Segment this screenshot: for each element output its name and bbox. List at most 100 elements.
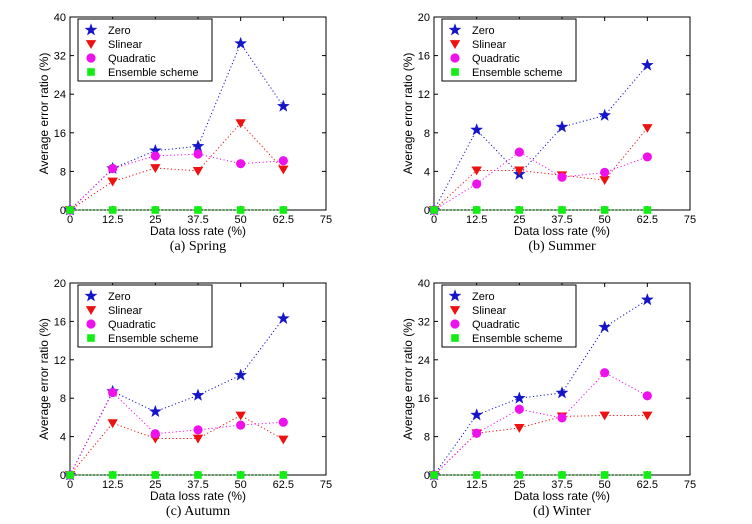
point-ensemble: [151, 471, 160, 479]
series-line-quadratic: [69, 391, 284, 476]
x-tick-label: 25: [513, 214, 525, 226]
point-slinear: [642, 124, 653, 133]
point-zero: [234, 36, 248, 50]
x-tick-label: 75: [684, 214, 696, 226]
y-tick-label: 16: [54, 128, 66, 140]
point-ensemble: [66, 471, 74, 479]
x-tick-label: 0: [431, 214, 437, 226]
point-quadratic: [557, 172, 567, 182]
legend-marker-ensemble: [87, 334, 95, 342]
legend-box: [77, 18, 213, 82]
point-ensemble: [643, 471, 652, 479]
legend-label-ensemble: Ensemble scheme: [472, 67, 563, 79]
legend-marker-slinear: [85, 40, 97, 49]
legend-label-slinear: Slinear: [472, 39, 507, 51]
point-ensemble: [108, 471, 117, 479]
point-quadratic: [600, 167, 610, 177]
y-tick-label: 0: [424, 470, 430, 482]
point-ensemble: [558, 471, 566, 479]
x-tick-label: 37.5: [551, 479, 572, 491]
chart-panel-1: 0 12.5 25 37.5 50 62.5 75 0 8 16 24 32 40 Data loss r…: [37, 12, 332, 254]
point-slinear: [235, 119, 246, 129]
legend-label-zero: Zero: [472, 25, 495, 37]
point-quadratic: [108, 163, 118, 174]
series-line-slinear: [433, 414, 648, 476]
point-quadratic: [108, 387, 118, 398]
x-axis-label: Data loss rate (%): [150, 224, 246, 238]
point-slinear: [235, 411, 246, 421]
point-zero: [640, 58, 654, 71]
x-tick-label: 12.5: [102, 214, 123, 226]
series-line-quadratic: [433, 151, 648, 211]
point-quadratic: [514, 404, 524, 414]
legend-marker-zero: [84, 23, 98, 36]
y-tick-label: 0: [424, 205, 430, 217]
y-axis-label: Average error ratio (%): [37, 318, 51, 440]
point-ensemble: [108, 206, 117, 214]
x-tick-label: 25: [513, 479, 525, 491]
series-line-slinear: [69, 122, 284, 211]
point-ensemble: [472, 471, 481, 479]
y-axis-label: Average error ratio (%): [37, 53, 51, 175]
legend-label-zero: Zero: [108, 25, 131, 37]
legend-marker-ensemble: [451, 334, 459, 342]
x-tick-label: 0: [67, 214, 73, 226]
legend-marker-slinear: [449, 306, 461, 315]
legend-marker-quadratic: [86, 319, 96, 329]
series-line-quadratic: [433, 372, 648, 476]
x-axis-label: Data loss rate (%): [514, 224, 610, 238]
x-tick-label: 12.5: [102, 479, 123, 491]
point-quadratic: [600, 368, 610, 378]
x-tick-label: 75: [320, 214, 332, 226]
x-tick-label: 50: [235, 479, 247, 491]
legend-marker-quadratic: [450, 53, 460, 63]
legend-label-ensemble: Ensemble scheme: [108, 67, 199, 79]
point-ensemble: [66, 206, 74, 214]
point-zero: [234, 368, 248, 381]
x-axis-label: Data loss rate (%): [150, 489, 246, 503]
y-tick-label: 16: [418, 393, 430, 405]
x-tick-label: 0: [431, 479, 437, 491]
series-line-zero: [69, 318, 284, 476]
legend-marker-quadratic: [86, 53, 96, 63]
point-ensemble: [279, 471, 288, 479]
point-slinear: [150, 164, 161, 173]
point-quadratic: [278, 417, 288, 427]
x-tick-label: 75: [684, 479, 696, 491]
legend-label-slinear: Slinear: [108, 305, 143, 317]
panel-caption: (b) Summer: [528, 239, 596, 254]
legend: Zero Slinear Quadratic Ensemble scheme: [441, 18, 577, 82]
point-slinear: [107, 419, 118, 429]
y-axis-label: Average error ratio (%): [401, 53, 415, 175]
legend-box: [441, 284, 577, 348]
point-ensemble: [472, 206, 481, 214]
legend-label-quadratic: Quadratic: [472, 319, 520, 331]
point-ensemble: [600, 206, 609, 214]
point-ensemble: [194, 206, 202, 214]
y-tick-label: 32: [418, 316, 430, 328]
y-tick-label: 8: [424, 128, 430, 140]
series-line-slinear: [69, 414, 284, 476]
y-tick-label: 8: [60, 166, 66, 178]
x-tick-label: 37.5: [187, 214, 208, 226]
legend-box: [441, 18, 577, 82]
chart-panel-2: 0 12.5 25 37.5 50 62.5 75 0 4 8 12 16 20 Data loss ra…: [401, 12, 696, 254]
y-tick-label: 24: [418, 355, 430, 367]
point-zero: [470, 408, 484, 421]
point-quadratic: [150, 429, 160, 439]
x-tick-label: 50: [599, 479, 611, 491]
x-tick-label: 25: [149, 479, 161, 491]
point-slinear: [278, 165, 289, 175]
y-tick-label: 16: [418, 51, 430, 63]
point-slinear: [599, 411, 610, 421]
legend-marker-ensemble: [87, 68, 95, 76]
point-ensemble: [515, 471, 524, 479]
y-tick-label: 20: [54, 278, 66, 290]
point-ensemble: [194, 471, 202, 479]
point-slinear: [192, 434, 204, 444]
point-quadratic: [193, 149, 203, 159]
legend-label-quadratic: Quadratic: [472, 53, 520, 65]
point-ensemble: [236, 206, 245, 214]
point-slinear: [599, 176, 610, 186]
y-tick-label: 8: [60, 393, 66, 405]
